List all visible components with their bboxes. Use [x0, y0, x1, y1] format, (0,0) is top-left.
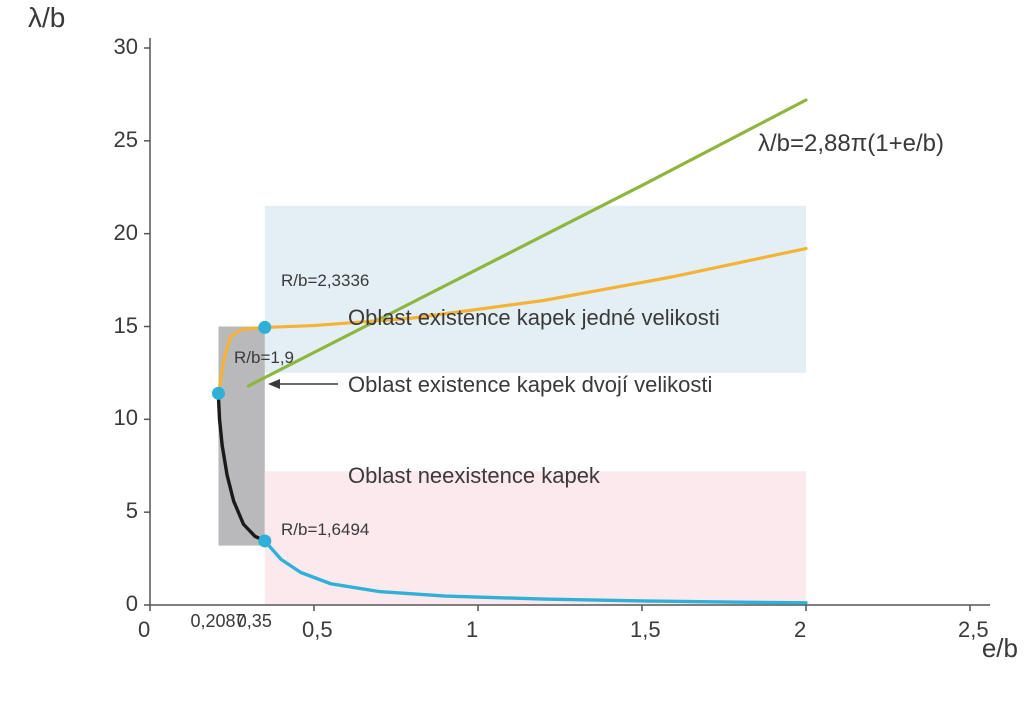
region-pink-label: Oblast neexistence kapek — [348, 463, 600, 489]
y-tick-label: 10 — [114, 405, 138, 431]
y-tick-label: 0 — [126, 591, 138, 617]
chart-svg — [0, 0, 1024, 702]
region-gray-label: Oblast existence kapek dvojí velikosti — [348, 372, 712, 398]
pt-mid-label: R/b=1,9 — [234, 348, 294, 368]
x-tick-label: 0 — [138, 617, 150, 643]
pt-top-label: R/b=2,3336 — [281, 271, 369, 291]
y-tick-label: 25 — [114, 127, 138, 153]
region-blue-label: Oblast existence kapek jedné velikosti — [348, 305, 720, 331]
y-tick-label: 5 — [126, 498, 138, 524]
x-tick-label: 2 — [794, 617, 806, 643]
x-extra-label: 0,35 — [237, 611, 272, 632]
pt-low — [258, 534, 271, 547]
x-tick-label: 1,5 — [630, 617, 661, 643]
pt-mid — [212, 387, 225, 400]
chart-container: λ/b e/b λ/b=2,88π(1+e/b) Oblast existenc… — [0, 0, 1024, 702]
x-tick-label: 2,5 — [958, 617, 989, 643]
x-tick-label: 1 — [466, 617, 478, 643]
annotation-arrow-head — [268, 379, 280, 389]
y-tick-label: 20 — [114, 220, 138, 246]
y-tick-label: 30 — [114, 34, 138, 60]
x-tick-label: 0,5 — [302, 617, 333, 643]
pt-top — [258, 321, 271, 334]
y-tick-label: 15 — [114, 313, 138, 339]
series-formula-label: λ/b=2,88π(1+e/b) — [758, 130, 944, 158]
y-axis-title: λ/b — [28, 2, 65, 34]
pt-low-label: R/b=1,6494 — [281, 520, 369, 540]
